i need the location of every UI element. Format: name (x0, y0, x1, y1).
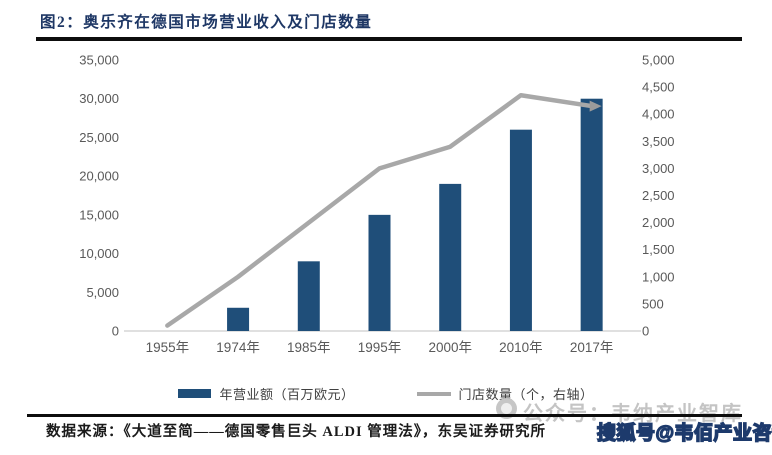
right-axis-tick: 500 (642, 296, 664, 311)
left-axis-tick: 20,000 (79, 169, 119, 184)
left-axis-tick: 5,000 (86, 285, 119, 300)
bar-2017年 (580, 98, 603, 331)
x-axis-label: 1995年 (358, 340, 402, 355)
bar-1995年 (368, 214, 391, 331)
x-axis-label: 2000年 (428, 340, 472, 355)
right-axis-tick: 1,000 (642, 269, 675, 284)
store-line-swatch (416, 391, 451, 396)
left-axis-tick: 35,000 (79, 53, 119, 68)
store-count-line (165, 92, 594, 328)
title-divider-rule (36, 37, 742, 41)
right-axis-tick: 4,500 (642, 80, 675, 95)
right-axis-tick: 2,500 (642, 188, 675, 203)
left-axis-tick: 30,000 (79, 91, 119, 106)
bar-1974年 (227, 307, 250, 331)
watermark-sohu: 搜狐号@韦佰产业咨询 (596, 422, 772, 445)
right-axis-tick: 2,000 (642, 215, 675, 230)
right-axis-tick: 5,000 (642, 53, 675, 68)
right-axis-tick: 0 (642, 324, 649, 339)
legend-item-stores: 门店数量（个，右轴） (416, 384, 594, 403)
legend-item-revenue: 年营业额（百万欧元） (178, 384, 354, 403)
x-axis-label: 2010年 (499, 340, 543, 355)
bar-1985年 (297, 261, 320, 331)
figure-title: 图2：奥乐齐在德国市场营业收入及门店数量 (40, 14, 373, 31)
left-axis-tick: 15,000 (79, 207, 119, 222)
footer-divider-rule (27, 414, 742, 417)
right-axis-tick: 4,000 (642, 107, 675, 122)
legend-label-stores: 门店数量（个，右轴） (458, 387, 594, 402)
data-source-note: 数据来源：《大道至简——德国零售巨头 ALDI 管理法》，东吴证券研究所 (46, 424, 547, 440)
left-axis-tick: 10,000 (79, 246, 119, 261)
x-axis-label: 1974年 (216, 340, 260, 355)
left-axis-tick: 25,000 (79, 130, 119, 145)
right-axis-tick: 1,500 (642, 242, 675, 257)
right-axis-tick: 3,000 (642, 161, 675, 176)
x-axis-label: 1985年 (287, 340, 331, 355)
line-arrow-head-icon (589, 100, 602, 112)
left-axis-tick: 0 (112, 324, 119, 339)
x-axis-label: 1955年 (146, 340, 190, 355)
bar-2010年 (509, 129, 532, 331)
revenue-bar-swatch (178, 389, 212, 398)
right-axis-tick: 3,500 (642, 134, 675, 149)
chart-legend: 年营业额（百万欧元） 门店数量（个，右轴） (0, 384, 772, 403)
x-axis-label: 2017年 (570, 340, 614, 355)
wechat-logo-icon (496, 398, 517, 419)
bar-2000年 (439, 183, 462, 331)
combo-chart: 0 5,000 10,000 15,000 20,000 25,000 30,000 35,0… (79, 53, 675, 356)
legend-label-revenue: 年营业额（百万欧元） (219, 387, 355, 402)
